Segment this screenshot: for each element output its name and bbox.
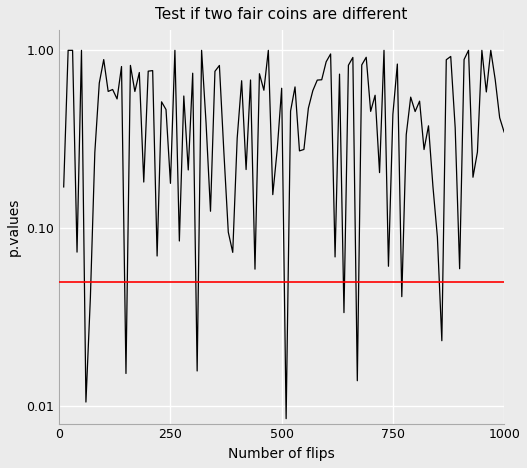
Title: Test if two fair coins are different: Test if two fair coins are different — [155, 7, 408, 22]
X-axis label: Number of flips: Number of flips — [228, 447, 335, 461]
Y-axis label: p.values: p.values — [7, 197, 21, 256]
